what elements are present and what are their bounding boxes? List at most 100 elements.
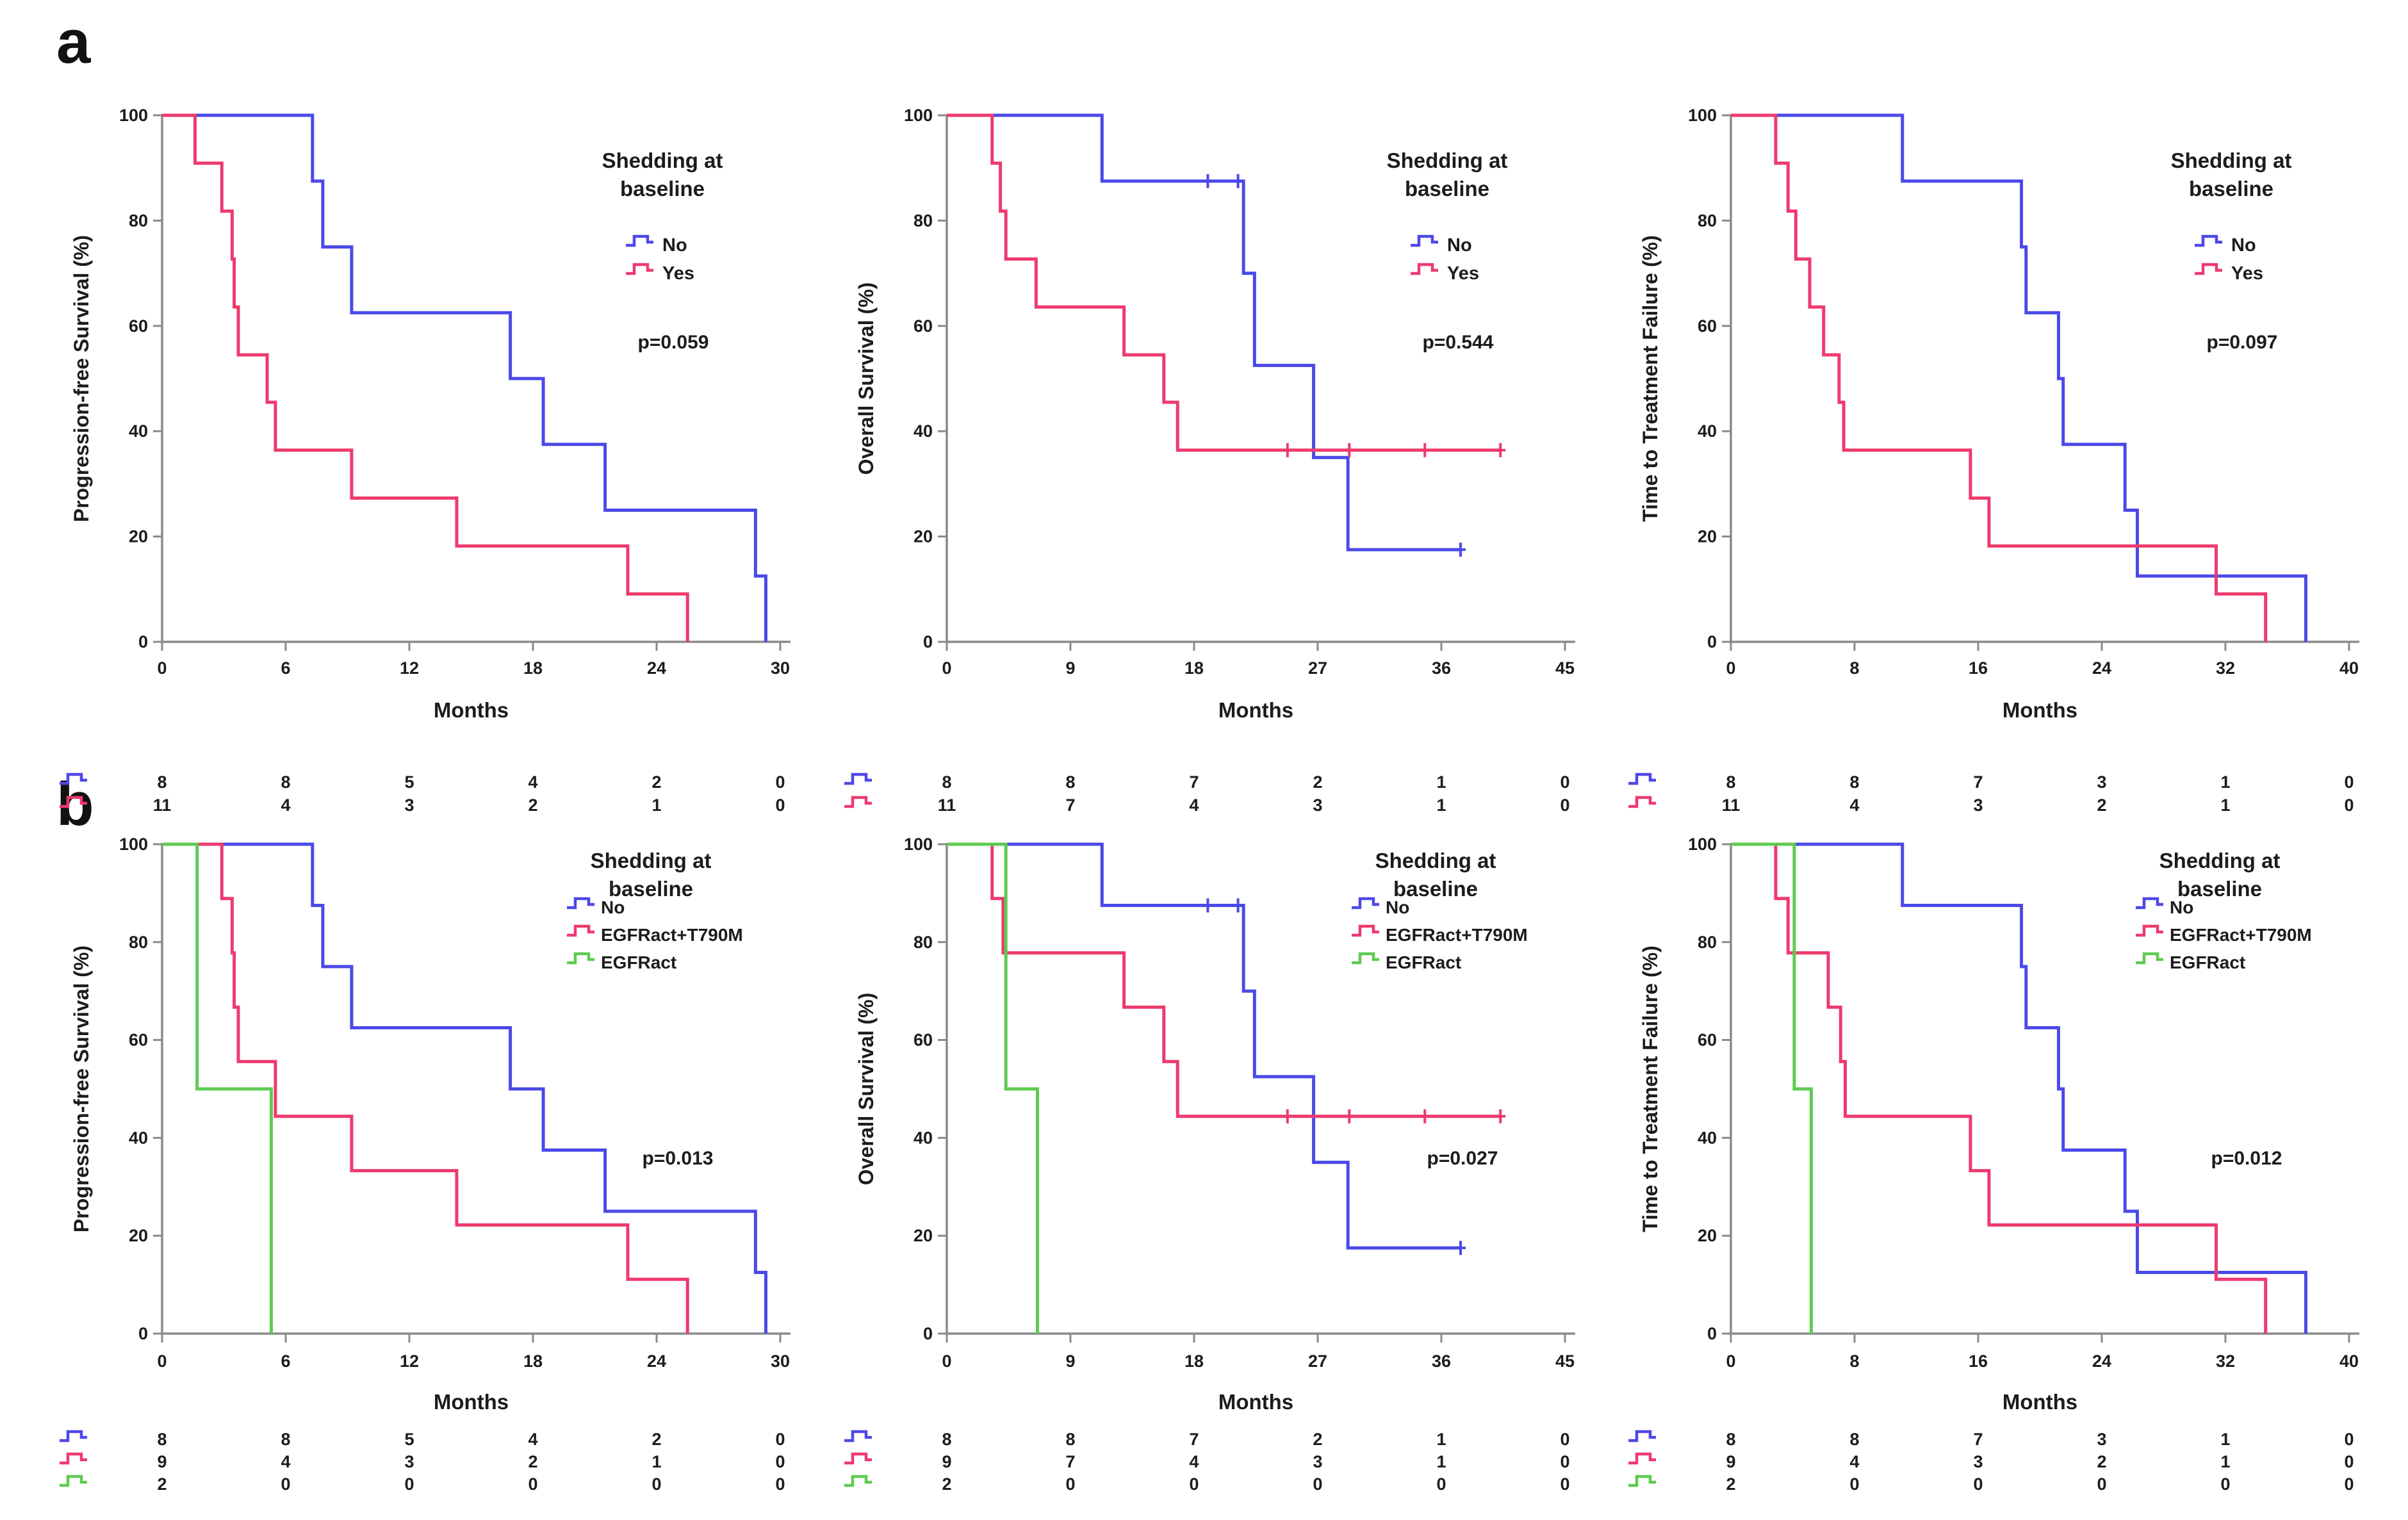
risk-row-km-step-icon [844,772,872,785]
p-value-label: p=0.027 [1427,1148,1498,1169]
survival-curve-No [162,842,767,1334]
at-risk-count: 1 [2220,772,2230,792]
at-risk-count: 0 [1973,1475,1983,1494]
x-tick-label: 40 [2339,658,2359,678]
x-tick-label: 24 [2092,1352,2111,1371]
legend-item-label: No [2231,235,2256,256]
at-risk-count: 5 [404,772,414,792]
censor-tick [1495,1109,1506,1124]
at-risk-count: 8 [1065,772,1075,792]
y-tick-label: 40 [913,421,933,441]
x-axis-label: Months [434,1390,509,1414]
x-tick-label: 30 [771,1352,790,1371]
survival-curve-EGFRact+T790M [162,842,689,1334]
survival-curve-Yes [1731,113,2268,642]
legend-km-step-icon [2195,263,2222,275]
axis-lines [1730,843,2359,1335]
y-axis-label: Progression-free Survival (%) [70,945,93,1232]
at-risk-count: 1 [1436,772,1446,792]
survival-curve-EGFRact+T790M [947,842,1502,1118]
y-tick-label: 60 [1698,1031,1717,1050]
chart-a-progression-free-survival: Progression-free Survival (%)02040608010… [60,106,790,815]
legend-item-label: EGFRact [2170,952,2245,972]
at-risk-count: 0 [2344,1475,2354,1494]
y-tick-label: 100 [119,106,148,125]
at-risk-count: 4 [528,772,537,792]
y-tick-label: 20 [1698,1226,1717,1245]
x-axis-label: Months [1218,1390,1293,1414]
y-tick-label: 60 [913,1031,933,1050]
at-risk-count: 11 [938,796,956,815]
x-tick-label: 24 [2092,658,2111,678]
x-tick-label: 0 [942,658,951,678]
x-axis-label: Months [2003,698,2077,722]
y-tick-label: 100 [1688,835,1717,854]
y-tick-label: 60 [913,316,933,336]
at-risk-count: 2 [157,1475,167,1494]
legend-km-step-icon [2136,897,2163,910]
at-risk-count: 0 [1436,1475,1446,1494]
y-axis-label: Overall Survival (%) [855,282,878,475]
at-risk-count: 0 [1560,1452,1569,1471]
at-risk-count: 0 [404,1475,414,1494]
survival-curve-Yes [162,113,689,642]
legend-km-step-icon [2136,952,2163,965]
x-axis-label: Months [1218,698,1293,722]
at-risk-count: 1 [1436,1452,1446,1471]
at-risk-count: 4 [1849,1452,1859,1471]
x-axis-label: Months [434,698,509,722]
at-risk-count: 8 [1849,1430,1859,1449]
x-tick-label: 18 [523,1352,543,1371]
x-tick-label: 36 [1432,658,1451,678]
x-tick-label: 9 [1065,658,1075,678]
p-value-label: p=0.059 [638,332,709,353]
at-risk-count: 3 [2097,772,2106,792]
y-tick-label: 80 [129,933,148,952]
at-risk-count: 8 [281,1430,290,1449]
y-tick-label: 40 [1698,421,1717,441]
x-tick-label: 40 [2339,1352,2359,1371]
at-risk-count: 9 [157,1452,167,1471]
legend-item-label: Yes [662,263,694,284]
at-risk-count: 2 [1726,1475,1735,1494]
x-tick-label: 0 [157,658,167,678]
p-value-label: p=0.013 [643,1148,714,1169]
at-risk-count: 8 [942,1430,951,1449]
at-risk-count: 0 [1065,1475,1075,1494]
x-tick-label: 6 [281,1352,290,1371]
legend-title: baseline [1405,177,1489,200]
censor-tick [1282,443,1293,457]
x-tick-label: 16 [1969,658,1988,678]
x-axis-label: Months [2003,1390,2077,1414]
y-tick-label: 80 [913,211,933,230]
at-risk-count: 0 [2097,1475,2106,1494]
y-axis-label: Time to Treatment Failure (%) [1639,235,1662,522]
legend-item-label: EGFRact+T790M [601,925,743,945]
x-tick-label: 27 [1308,658,1327,678]
legend-title: baseline [609,877,693,901]
survival-curve-EGFRact [162,842,273,1334]
at-risk-count: 0 [2344,1430,2354,1449]
at-risk-count: 7 [1189,1430,1199,1449]
p-value-label: p=0.544 [1423,332,1494,353]
at-risk-count: 8 [1726,772,1735,792]
legend-item-label: EGFRact+T790M [1386,925,1528,945]
y-tick-label: 60 [129,316,148,336]
axis-lines [946,843,1575,1335]
y-tick-label: 20 [1698,527,1717,546]
at-risk-count: 3 [1313,1452,1322,1471]
y-tick-label: 40 [129,1128,148,1147]
at-risk-count: 2 [651,772,661,792]
censor-tick [1420,1109,1430,1124]
x-tick-label: 18 [1184,1352,1204,1371]
risk-row-km-step-icon [1628,1452,1656,1465]
legend-km-step-icon [1352,952,1379,965]
chart-b-progression-free-survival: Progression-free Survival (%)02040608010… [60,835,790,1494]
risk-row-km-step-icon [60,1452,87,1465]
x-tick-label: 8 [1849,1352,1859,1371]
legend-km-step-icon [1352,924,1379,937]
risk-row-km-step-icon [60,796,87,808]
y-tick-label: 60 [129,1031,148,1050]
x-tick-label: 12 [400,658,419,678]
